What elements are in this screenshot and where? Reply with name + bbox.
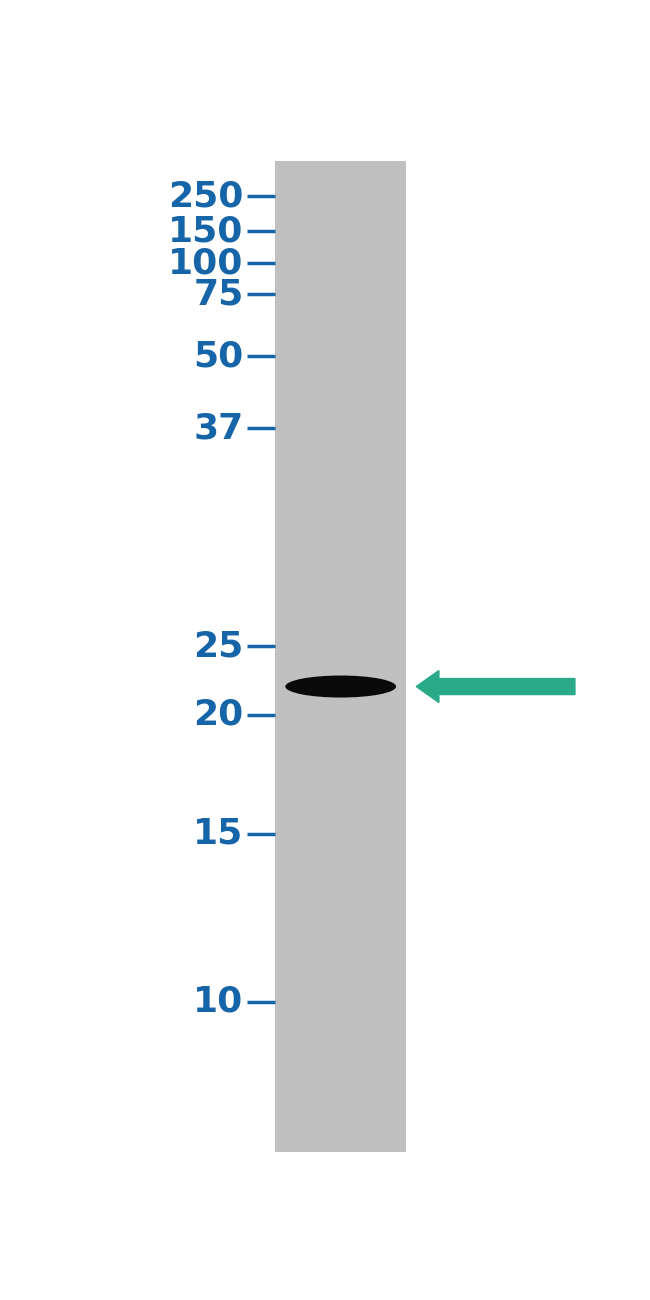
Text: 20: 20 <box>193 698 244 732</box>
Ellipse shape <box>285 676 396 698</box>
Text: 25: 25 <box>193 629 244 663</box>
Text: 100: 100 <box>168 246 244 280</box>
Text: 15: 15 <box>193 816 244 850</box>
Text: 75: 75 <box>193 277 244 311</box>
Text: 250: 250 <box>168 179 244 213</box>
Bar <box>275 161 406 1152</box>
Text: 37: 37 <box>193 411 244 446</box>
Text: 150: 150 <box>168 214 244 248</box>
Text: 50: 50 <box>193 339 244 373</box>
Text: 10: 10 <box>193 985 244 1019</box>
FancyArrow shape <box>416 671 575 702</box>
